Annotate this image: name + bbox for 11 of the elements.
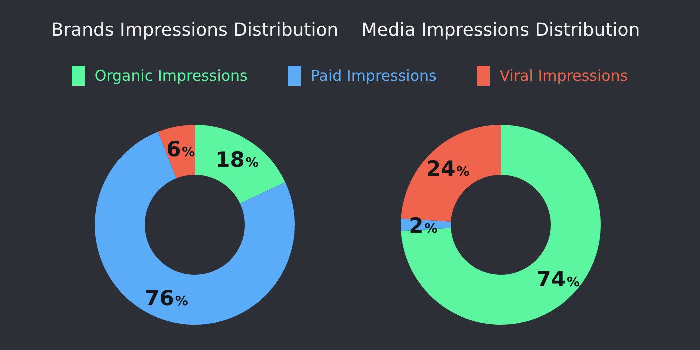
legend-label: Paid Impressions [310,67,437,85]
chart-title: Media Impressions Distribution [362,20,640,41]
legend-label: Viral Impressions [500,67,628,85]
data-label: 18% [216,148,259,172]
data-label: 24% [426,157,470,182]
legend-label: Organic Impressions [94,67,248,85]
chart-title: Brands Impressions Distribution [51,20,339,41]
data-label: 76% [145,286,188,311]
data-label: 2% [409,214,438,238]
data-label: 74% [536,267,580,292]
data-label: 6% [166,137,196,162]
